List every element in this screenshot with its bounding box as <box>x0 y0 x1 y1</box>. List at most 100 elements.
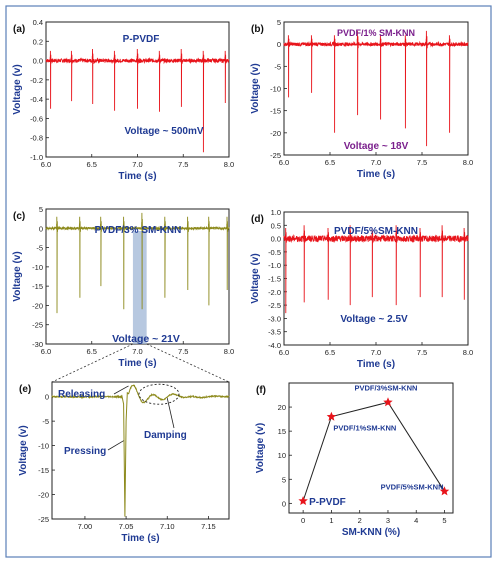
x-axis-label: Time (s) <box>357 359 395 370</box>
panel-b: 5 0 -5 -10 -15 -20 -256.0 6.5 7.0 7.5 8.0 Time (s) V… <box>250 18 473 180</box>
releasing-label: Releasing <box>58 389 105 400</box>
y-tick-label: -20 <box>32 301 43 310</box>
x-tick-label: 5 <box>442 516 446 525</box>
y-tick-label: 5 <box>277 18 281 27</box>
y-tick-label: -20 <box>270 129 281 138</box>
panel-label: (e) <box>19 384 31 395</box>
y-tick-label: -20 <box>38 491 49 500</box>
y-axis-label: Voltage (v) <box>18 425 29 475</box>
y-tick-label: -3.5 <box>268 328 281 337</box>
panel-d: 1.0 0.5 0.0 -0.5 -1.0 -1.5 -2.0 -2.5 -3.0 -3.5 -4.… <box>250 208 473 370</box>
point-label: PVDF/3%SM-KNN <box>354 383 417 392</box>
x-tick-label: 6.0 <box>41 160 51 169</box>
x-tick-label: 7.5 <box>417 158 427 167</box>
x-axis-label: Time (s) <box>121 533 159 544</box>
x-axis-label: SM-KNN (%) <box>342 527 400 538</box>
highlight-region <box>132 231 147 344</box>
y-tick-label: -10 <box>38 442 49 451</box>
voltage-line <box>302 401 445 502</box>
panel-label: (d) <box>251 214 264 225</box>
pressing-pointer <box>107 440 124 451</box>
y-tick-label: 0 <box>282 499 286 508</box>
y-tick-label: -5 <box>42 417 49 426</box>
y-axis-label: Voltage (v) <box>250 253 261 303</box>
signal-trace <box>45 212 230 314</box>
panel-c: 5 0 -5 -10 -15 -20 -25 -306.0 6.5 7.0 7.5 8.0 Time (… <box>12 205 234 369</box>
x-tick-label: 6.0 <box>279 348 289 357</box>
x-tick-label: 6.5 <box>325 348 335 357</box>
y-axis-label: Voltage (v) <box>12 251 23 301</box>
pressing-label: Pressing <box>64 446 106 457</box>
x-tick-label: 2 <box>358 516 362 525</box>
signal-trace <box>283 225 469 314</box>
damping-label: Damping <box>144 430 187 441</box>
panel-e: 0 -5 -10 -15 -20 -25 7.00 7.05 7.10 7.15 Time (s) V… <box>18 381 230 544</box>
y-tick-label: 0 <box>39 224 43 233</box>
y-tick-label: 0.0 <box>271 235 281 244</box>
zoom-line-left <box>51 343 134 383</box>
y-tick-label: -25 <box>270 151 281 160</box>
x-tick-label: 7.0 <box>132 160 142 169</box>
voltage-annotation: Voltage ~ 18V <box>344 141 409 152</box>
x-tick-label: 7.5 <box>417 348 427 357</box>
zoom-line-right <box>146 343 230 383</box>
panel-title: P-PVDF <box>123 34 160 45</box>
x-tick-label: 7.5 <box>178 160 188 169</box>
y-tick-label: 0.5 <box>271 221 281 230</box>
plot-frame <box>45 21 230 158</box>
data-point-star <box>383 397 393 407</box>
figure-border <box>5 5 492 558</box>
y-tick-label: -10 <box>270 85 281 94</box>
y-tick-label: -0.5 <box>268 248 281 257</box>
y-tick-label: 0.0 <box>33 57 43 66</box>
y-tick-label: -5 <box>274 62 281 71</box>
x-tick-label: 7.10 <box>160 522 175 531</box>
y-tick-label: -15 <box>32 282 43 291</box>
y-tick-label: 20 <box>278 403 286 412</box>
panel-title: PVDF/3% SM-KNN <box>95 225 182 236</box>
x-axis-label: Time (s) <box>118 358 156 369</box>
panel-label: (f) <box>256 385 266 396</box>
y-tick-label: -0.2 <box>30 76 43 85</box>
panel-label: (a) <box>13 24 25 35</box>
x-axis-label: Time (s) <box>118 171 156 182</box>
x-tick-label: 7.0 <box>371 348 381 357</box>
x-tick-label: 8.0 <box>224 347 234 356</box>
voltage-annotation: Voltage ~ 500mV <box>124 126 203 137</box>
x-tick-label: 7.00 <box>78 522 93 531</box>
y-axis-label: Voltage (v) <box>12 64 23 114</box>
voltage-annotation: Voltage ~ 2.5V <box>340 314 408 325</box>
y-tick-label: -25 <box>32 321 43 330</box>
y-tick-label: -2.5 <box>268 301 281 310</box>
y-tick-label: 5 <box>39 205 43 214</box>
panel-label: (c) <box>13 211 25 222</box>
y-tick-label: -0.6 <box>30 114 43 123</box>
x-tick-label: 8.0 <box>463 348 473 357</box>
point-label: PVDF/1%SM-KNN <box>333 424 396 433</box>
y-tick-label: 10 <box>278 451 286 460</box>
x-tick-label: 6.0 <box>279 158 289 167</box>
data-point-star <box>439 486 450 496</box>
y-tick-label: -3.0 <box>268 314 281 323</box>
x-axis-label: Time (s) <box>357 169 395 180</box>
plot-frame <box>51 381 230 520</box>
data-point-star <box>326 411 337 421</box>
damping-ellipse <box>138 383 180 405</box>
y-tick-label: 0 <box>277 40 281 49</box>
panel-f: 0 5 10 15 20 0 1 2 3 4 5 SM-KNN (%) Voltage (v) (f) P-… <box>255 382 454 538</box>
x-tick-label: 1 <box>329 516 333 525</box>
data-point-star <box>298 496 308 505</box>
y-tick-label: -15 <box>38 466 49 475</box>
y-tick-label: 0.4 <box>33 18 43 27</box>
y-tick-label: 0.2 <box>33 37 43 46</box>
x-tick-label: 8.0 <box>463 158 473 167</box>
y-tick-label: -10 <box>32 263 43 272</box>
x-tick-label: 6.0 <box>41 347 51 356</box>
plot-frame <box>288 382 454 514</box>
x-tick-label: 0 <box>301 516 305 525</box>
y-tick-label: 1.0 <box>271 208 281 217</box>
panel-label: (b) <box>251 24 264 35</box>
y-tick-label: -2.0 <box>268 288 281 297</box>
y-axis-label: Voltage (v) <box>255 423 266 473</box>
releasing-pointer <box>113 385 129 395</box>
